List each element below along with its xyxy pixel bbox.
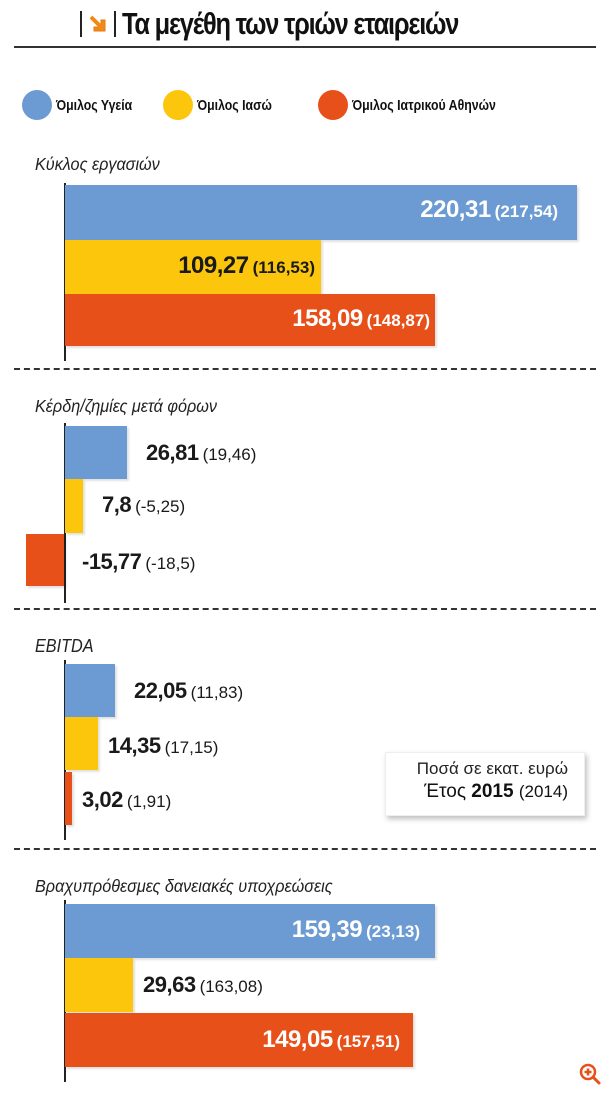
value-turnover-ygeia: 220,31 (217,54) [420, 196, 558, 223]
section-divider [14, 848, 596, 850]
bar-net-profit-iatriko [26, 534, 64, 586]
bar-turnover-iatriko [65, 294, 435, 346]
value-ebitda-iatriko: 3,02 (1,91) [82, 787, 172, 812]
value-ebitda-iaso: 14,35 (17,15) [108, 733, 219, 758]
value-net-profit-ygeia: 26,81 (19,46) [146, 440, 257, 465]
legend-label: Όμιλος Ιατρικού Αθηνών [352, 96, 496, 114]
zoom-in-icon[interactable] [578, 1062, 606, 1090]
bar-turnover-ygeia [65, 185, 577, 240]
legend: Όμιλος Υγεία Όμιλος Ιασώ Όμιλος Ιατρικού… [0, 90, 610, 120]
title-bracket-left [80, 11, 82, 37]
units-note: Ποσά σε εκατ. ευρώ [416, 759, 568, 778]
units-note-box: Ποσά σε εκατ. ευρώ Έτος 2015 (2014) [385, 752, 585, 816]
value-turnover-iaso: 109,27 (116,53) [178, 252, 315, 279]
value-turnover-iatriko: 158,09 (148,87) [292, 305, 430, 332]
value-net-profit-iatriko: -15,77 (-18,5) [82, 549, 196, 574]
bar-debt-iatriko [65, 1013, 413, 1067]
legend-label: Όμιλος Ιασώ [197, 96, 272, 114]
section-divider [14, 368, 596, 370]
legend-dot-yellow [163, 90, 193, 120]
legend-label: Όμιλος Υγεία [56, 96, 133, 114]
bar-ebitda-ygeia [65, 664, 115, 717]
bar-debt-ygeia [65, 904, 435, 958]
bar-net-profit-ygeia [65, 426, 127, 479]
bar-turnover-iaso [65, 240, 321, 294]
value-debt-ygeia: 159,39 (23,13) [291, 916, 420, 943]
orange-arrow-icon [88, 11, 108, 37]
year-note: Έτος 2015 (2014) [424, 781, 568, 802]
title-row: Τα μεγέθη των τριών εταιρειών [80, 4, 532, 44]
section-title-ebitda: EBITDA [35, 636, 94, 656]
value-debt-iaso: 29,63 (163,08) [143, 972, 263, 997]
title-underline [14, 46, 596, 48]
legend-dot-blue [22, 90, 52, 120]
value-ebitda-ygeia: 22,05 (11,83) [134, 678, 244, 703]
chart-title: Τα μεγέθη των τριών εταιρειών [122, 6, 459, 41]
value-net-profit-iaso: 7,8 (-5,25) [102, 492, 186, 517]
section-title-short-term-debt: Βραχυπρόθεσμες δανειακές υποχρεώσεις [35, 876, 333, 896]
legend-item-ygeia: Όμιλος Υγεία [22, 90, 149, 120]
bar-ebitda-iaso [65, 717, 98, 770]
legend-item-iatriko: Όμιλος Ιατρικού Αθηνών [318, 90, 527, 120]
value-debt-iatriko: 149,05 (157,51) [262, 1026, 400, 1053]
legend-item-iaso: Όμιλος Ιασώ [163, 90, 288, 120]
bar-net-profit-iaso [65, 479, 83, 533]
section-title-net-profit: Κέρδη/ζημίες μετά φόρων [35, 396, 217, 416]
section-title-turnover: Κύκλος εργασιών [35, 154, 160, 174]
chart-header: Τα μεγέθη των τριών εταιρειών [0, 0, 610, 50]
bar-debt-iaso [65, 958, 133, 1012]
section-divider [14, 608, 596, 610]
bar-ebitda-iatriko [65, 772, 72, 825]
legend-dot-red [318, 90, 348, 120]
title-bracket-right [114, 11, 116, 37]
